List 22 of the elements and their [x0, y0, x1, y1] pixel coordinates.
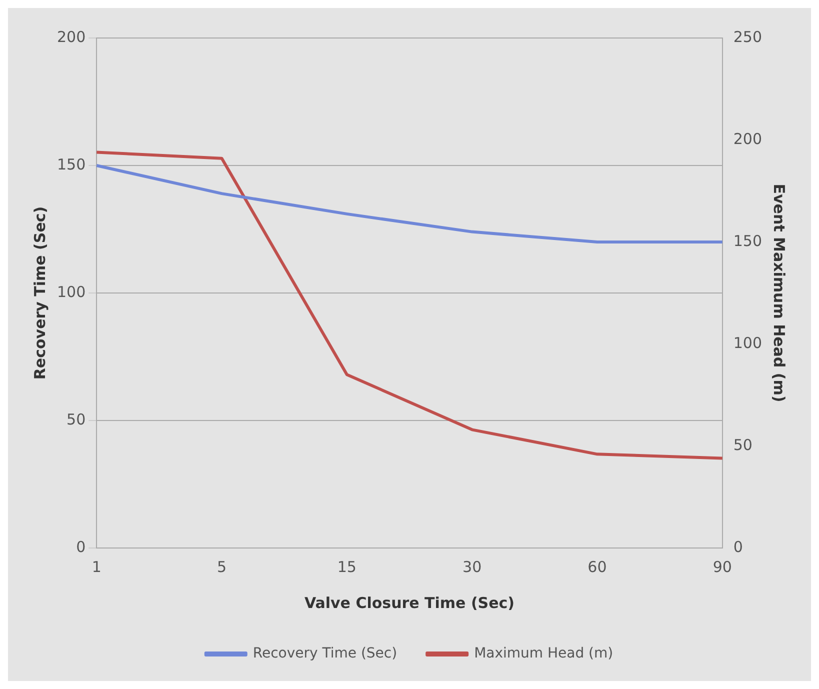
y2-tick-label: 50: [733, 436, 752, 454]
y2-tick-label: 250: [733, 28, 762, 46]
x-axis-title: Valve Closure Time (Sec): [304, 594, 515, 612]
y2-tick-label: 150: [733, 232, 762, 250]
y2-axis-title: Event Maximum Head (m): [770, 184, 788, 402]
y-tick-label: 50: [66, 410, 86, 428]
y2-tick-label: 0: [733, 538, 743, 556]
legend-label: Recovery Time (Sec): [252, 646, 398, 662]
y-tick-label: 100: [56, 282, 86, 301]
x-tick-label: 15: [337, 558, 356, 576]
x-tick-label: 30: [462, 558, 482, 576]
y-tick-label: 200: [56, 28, 86, 46]
x-tick-label: 60: [588, 558, 607, 576]
legend-label: Maximum Head (m): [474, 646, 614, 662]
x-tick-label: 1: [92, 558, 102, 576]
y-tick-label: 0: [76, 538, 86, 556]
x-tick-label: 90: [712, 558, 732, 576]
y-tick-label: 150: [56, 155, 86, 174]
y2-tick-label: 100: [733, 334, 762, 352]
y2-tick-label: 200: [733, 130, 762, 148]
y-axis-title: Recovery Time (Sec): [30, 206, 49, 380]
x-tick-label: 5: [217, 558, 227, 576]
